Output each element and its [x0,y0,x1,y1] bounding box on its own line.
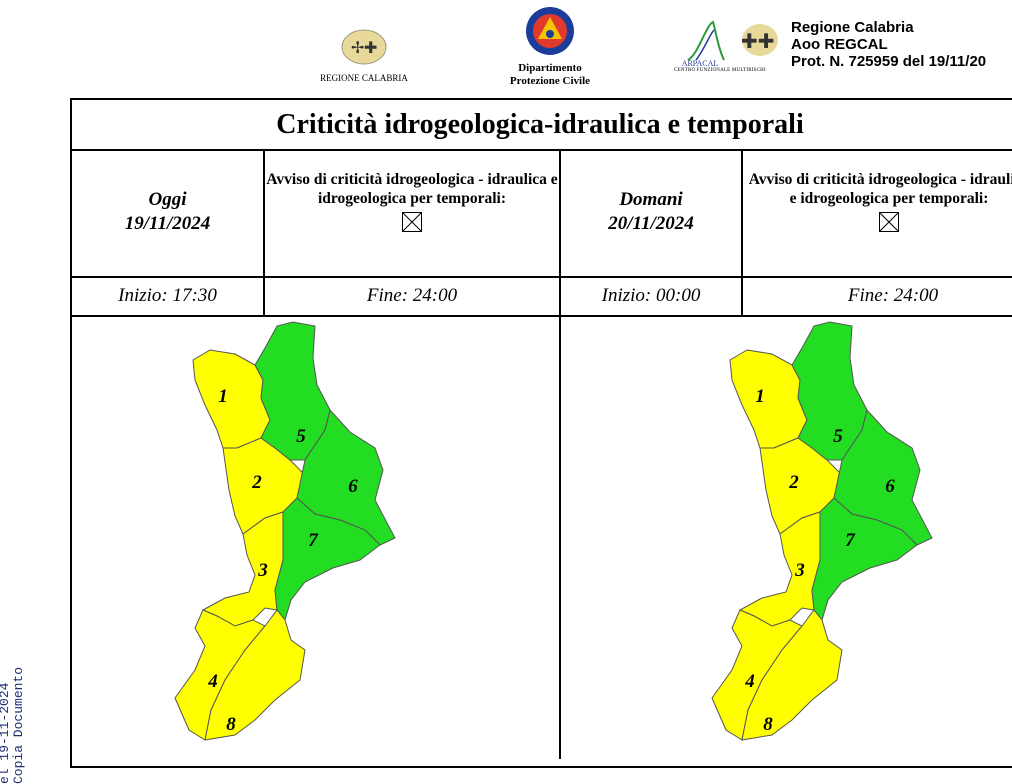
regione-calabria-emblem-icon: ✢ ✚ [341,29,387,65]
protezione-civile-logo: Dipartimento Protezione Civile [494,5,606,88]
day-tomorrow-header: Domani 20/11/2024 [561,188,741,236]
divider [70,149,1012,151]
zone-8-label: 8 [226,714,236,735]
protezione-civile-emblem-icon [526,7,574,55]
arpacal-caption-1: ARPACAL [681,59,719,68]
regione-calabria-caption: REGIONE CALABRIA [320,73,408,83]
zone-7-label: 7 [845,530,856,551]
svg-text:✚✚: ✚✚ [741,29,775,53]
dpc-caption-2: Protezione Civile [509,75,591,87]
avviso-today-checkbox [402,212,422,232]
protocol-line-1: Regione Calabria [791,19,914,36]
side-stamp: el 19-11-2024 Copia Documento [0,524,26,784]
protocol-line-2: Aoo REGCAL [791,36,888,53]
zone-8-area [204,609,306,741]
zone-7-area [274,497,381,622]
zone-6-label: 6 [348,476,358,497]
day-tomorrow-date: 20/11/2024 [608,213,694,234]
zone-2-label: 2 [251,472,262,493]
zone-1-label: 1 [218,386,228,407]
zone-2-label: 2 [788,472,799,493]
protocol-stamp: Regione Calabria Aoo REGCAL Prot. N. 725… [791,19,1012,70]
avviso-tomorrow-checkbox [879,212,899,232]
divider [741,149,743,316]
checked-box-icon [402,212,422,232]
divider [559,149,561,759]
svg-text:✚: ✚ [364,38,377,57]
divider [70,315,1012,317]
protocol-line-3: Prot. N. 725959 del 19/11/20 [791,53,987,70]
divider [70,276,1012,278]
avviso-today: Avviso di criticità idrogeologica - idra… [266,170,558,237]
checked-box-icon [879,212,899,232]
arpacal-emblem-icon: ✚✚ [687,20,778,61]
day-today-header: Oggi 19/11/2024 [72,188,263,236]
zone-4-label: 4 [207,671,218,692]
arpacal-logo: ✚✚ ARPACAL CENTRO FUNZIONALE MULTIRISCHI [658,20,782,73]
zone-5-label: 5 [296,426,306,447]
zone-7-label: 7 [308,530,319,551]
calabria-map-today: 1 2 3 4 5 6 7 8 [174,321,396,741]
calabria-map-tomorrow: 1 2 3 4 5 6 7 8 [711,321,933,741]
zone-8-label: 8 [763,714,773,735]
arpacal-caption-2: CENTRO FUNZIONALE MULTIRISCHI [674,68,766,73]
dpc-caption-1: Dipartimento [518,62,582,74]
zone-4-label: 4 [744,671,755,692]
avviso-today-text: Avviso di criticità idrogeologica - idra… [266,171,558,207]
svg-text:✢: ✢ [351,38,364,57]
zone-7-area [811,497,918,622]
fine-today: Fine: 24:00 [366,285,458,306]
fine-tomorrow: Fine: 24:00 [847,285,939,306]
zone-6-label: 6 [885,476,895,497]
avviso-tomorrow: Avviso di criticità idrogeologica - idra… [744,170,1012,237]
regione-calabria-logo: ✢ ✚ REGIONE CALABRIA [312,28,416,83]
zone-8-area [741,609,843,741]
day-today-date: 19/11/2024 [124,213,211,234]
zone-1-label: 1 [755,386,765,407]
bulletin-title: Criticità idrogeologica-idraulica e temp… [276,109,804,140]
inizio-tomorrow: Inizio: 00:00 [601,285,701,306]
side-stamp-line-2: Copia Documento [11,666,26,784]
zone-5-label: 5 [833,426,843,447]
zone-3-label: 3 [794,560,805,581]
inizio-today: Inizio: 17:30 [118,285,217,306]
avviso-tomorrow-text: Avviso di criticità idrogeologica - idra… [748,171,1012,207]
day-tomorrow-label: Domani [619,189,683,210]
divider [263,149,265,316]
zone-3-label: 3 [257,560,268,581]
day-today-label: Oggi [148,189,187,210]
